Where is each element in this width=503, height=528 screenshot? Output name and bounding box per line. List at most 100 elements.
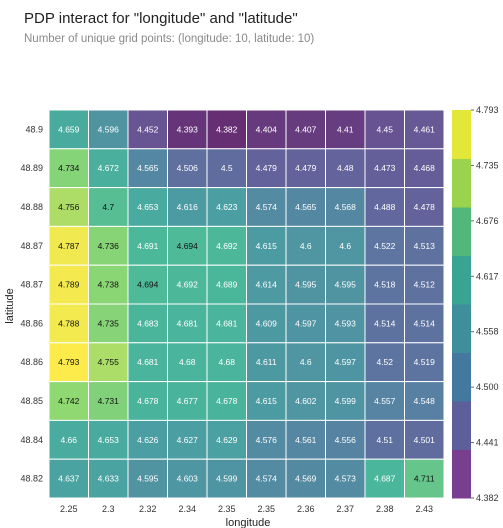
cell-value-label: 4.479 <box>256 163 278 173</box>
cell-value-label: 4.68 <box>179 357 196 367</box>
cell-value-label: 4.5 <box>221 163 233 173</box>
cell-value-label: 4.506 <box>177 163 199 173</box>
heatmap-cell <box>167 303 208 344</box>
x-axis-ticks: 2.25 2.3 2.32 2.34 2.35 2.35 2.36 2.37 2.38 2.43 <box>60 504 433 514</box>
x-tick-label: 2.35 <box>257 504 275 514</box>
colorbar-tick-label: 4.793 <box>476 105 499 115</box>
cell-value-label: 4.603 <box>177 474 199 484</box>
y-axis-ticks: 48.9 48.89 48.88 48.87 48.87 48.86 48.86 48.85 4… <box>20 124 43 483</box>
cell-value-label: 4.512 <box>414 280 436 290</box>
heatmap-cell <box>404 303 445 344</box>
heatmap-cell <box>206 458 247 499</box>
cell-value-label: 4.66 <box>60 435 77 445</box>
cell-value-label: 4.595 <box>335 280 357 290</box>
heatmap-cell <box>325 264 366 305</box>
heatmap-cell <box>404 264 445 305</box>
cell-value-label: 4.461 <box>414 124 436 134</box>
heatmap-cell <box>364 458 405 499</box>
y-tick-label: 48.88 <box>20 202 43 212</box>
cell-value-label: 4.593 <box>335 318 357 328</box>
cell-value-label: 4.51 <box>376 435 393 445</box>
heatmap-cell <box>88 342 129 383</box>
cell-value-label: 4.672 <box>98 163 120 173</box>
heatmap-cell <box>167 225 208 266</box>
x-tick-label: 2.34 <box>178 504 196 514</box>
cell-value-label: 4.691 <box>137 241 159 251</box>
cell-value-label: 4.595 <box>137 474 159 484</box>
cell-value-label: 4.6 <box>339 241 351 251</box>
colorbar-tick-label: 4.558 <box>476 327 499 337</box>
colorbar-segment <box>452 304 471 353</box>
cell-value-label: 4.731 <box>98 396 120 406</box>
cell-value-label: 4.711 <box>414 474 435 484</box>
cell-value-label: 4.52 <box>376 357 393 367</box>
heatmap-cell <box>364 342 405 383</box>
y-tick-label: 48.85 <box>20 396 43 406</box>
cell-value-label: 4.735 <box>98 318 120 328</box>
colorbar-segment <box>452 110 471 159</box>
heatmap-cell <box>285 303 326 344</box>
cell-value-label: 4.677 <box>177 396 199 406</box>
heatmap-cell <box>285 342 326 383</box>
cell-value-label: 4.626 <box>137 435 159 445</box>
cell-value-label: 4.692 <box>216 241 238 251</box>
heatmap-cell <box>48 342 89 383</box>
cell-value-label: 4.574 <box>256 202 278 212</box>
cell-value-label: 4.637 <box>58 474 80 484</box>
cell-value-label: 4.522 <box>374 241 396 251</box>
cell-value-label: 4.561 <box>295 435 317 445</box>
cell-value-label: 4.479 <box>295 163 317 173</box>
cell-value-label: 4.756 <box>58 202 80 212</box>
cell-value-label: 4.478 <box>414 202 436 212</box>
cell-value-label: 4.602 <box>295 396 317 406</box>
heatmap-cell <box>48 458 89 499</box>
heatmap-cell <box>404 148 445 189</box>
cell-value-label: 4.616 <box>177 202 199 212</box>
heatmap-cell <box>404 225 445 266</box>
heatmap-cell <box>167 264 208 305</box>
colorbar-segment <box>452 255 471 305</box>
cell-value-label: 4.6 <box>300 357 312 367</box>
heatmap-cell <box>325 187 366 227</box>
heatmap-cell <box>364 148 405 189</box>
chart-subtitle: Number of unique grid points: (longitude… <box>24 33 315 45</box>
cell-value-label: 4.755 <box>98 357 120 367</box>
cell-value-label: 4.468 <box>414 163 436 173</box>
heatmap-cell <box>325 225 366 266</box>
heatmap-cell <box>167 458 208 499</box>
heatmap-cell <box>325 381 366 421</box>
cell-value-label: 4.629 <box>216 435 238 445</box>
heatmap-cell <box>127 419 168 460</box>
cell-value-label: 4.611 <box>256 357 277 367</box>
cell-value-label: 4.789 <box>58 280 80 290</box>
cell-value-label: 4.788 <box>58 318 80 328</box>
colorbar-tick-label: 4.500 <box>476 382 499 392</box>
cell-value-label: 4.548 <box>414 396 436 406</box>
cell-value-label: 4.595 <box>295 280 317 290</box>
heatmap-cell <box>285 264 326 305</box>
colorbar-tick-label: 4.676 <box>476 216 499 226</box>
cell-value-label: 4.596 <box>98 124 120 134</box>
cell-value-label: 4.514 <box>374 318 396 328</box>
heatmap-cell <box>285 458 326 499</box>
colorbar-segment <box>452 449 471 499</box>
colorbar-segment <box>452 352 471 402</box>
cell-value-label: 4.738 <box>98 280 120 290</box>
x-tick-label: 2.36 <box>297 504 315 514</box>
heatmap-cell <box>88 381 129 421</box>
cell-value-label: 4.7 <box>102 202 114 212</box>
heatmap-cell <box>127 458 168 499</box>
heatmap-cell <box>285 225 326 266</box>
cell-value-label: 4.681 <box>137 357 159 367</box>
heatmap-cell <box>88 264 129 305</box>
cell-value-label: 4.569 <box>295 474 317 484</box>
cell-value-label: 4.692 <box>177 280 199 290</box>
colorbar-tick-label: 4.735 <box>476 160 499 170</box>
cell-value-label: 4.573 <box>335 474 357 484</box>
y-tick-label: 48.87 <box>20 241 43 251</box>
cell-value-label: 4.653 <box>137 202 159 212</box>
heatmap-cell <box>364 109 405 150</box>
y-tick-label: 48.86 <box>20 357 43 367</box>
cell-value-label: 4.678 <box>216 396 238 406</box>
